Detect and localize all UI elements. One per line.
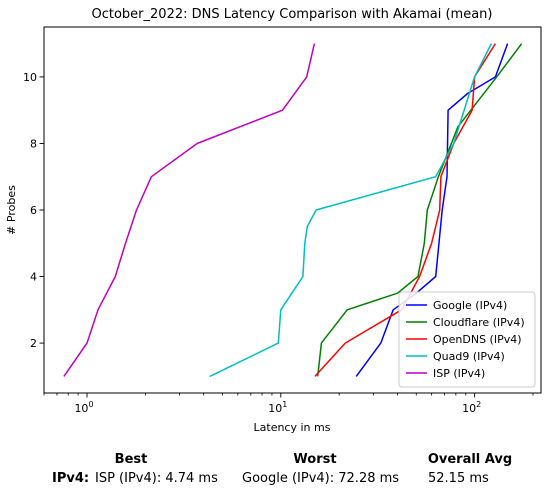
x-axis: 100 101 102 <box>43 393 534 415</box>
x-tick-label: 101 <box>268 400 287 415</box>
legend-label: OpenDNS (IPv4) <box>433 333 522 346</box>
summary-row-label: IPv4 <box>52 471 84 486</box>
series-line-quad9-ipv4 <box>209 43 493 378</box>
x-axis-label: Latency in ms <box>254 421 331 434</box>
y-tick-label: 2 <box>30 337 37 350</box>
y-tick-label: 6 <box>30 204 37 217</box>
y-tick-label: 4 <box>30 271 37 284</box>
summary-header-worst: Worst <box>293 452 337 467</box>
y-tick-label: 10 <box>23 71 37 84</box>
series-line-cloudflare-ipv4 <box>316 43 523 377</box>
series-line-isp-ipv4 <box>63 43 316 377</box>
summary-row: IPv4: ISP (IPv4): 4.74 ms Google (IPv4):… <box>52 471 492 491</box>
y-axis-label: # Probes <box>5 185 18 235</box>
y-tick-label: 8 <box>30 137 37 150</box>
legend-label: Cloudflare (IPv4) <box>433 316 525 329</box>
series-line-opendns-ipv4 <box>314 43 497 377</box>
legend-label: Quad9 (IPv4) <box>433 350 505 363</box>
legend: Google (IPv4) Cloudflare (IPv4) OpenDNS (I… <box>398 291 536 388</box>
chart-svg: October_2022: DNS Latency Comparison wit… <box>5 7 542 434</box>
y-axis: 2 4 6 8 10 <box>23 71 44 350</box>
series-line-google-ipv4 <box>355 43 509 377</box>
series-layer <box>63 43 523 378</box>
summary-row-colon: : <box>83 471 90 486</box>
x-tick-label: 102 <box>462 400 481 415</box>
summary-header-overall-avg: Overall Avg <box>427 452 513 467</box>
legend-label: Google (IPv4) <box>433 299 507 312</box>
legend-label: ISP (IPv4) <box>433 367 485 380</box>
x-tick-label: 100 <box>74 400 93 415</box>
summary-header-best: Best <box>114 452 148 467</box>
chart-title: October_2022: DNS Latency Comparison wit… <box>92 7 493 22</box>
summary-overall-avg-value: 52.15 ms <box>428 471 489 486</box>
summary-worst-value: Google (IPv4): 72.28 ms <box>242 471 400 486</box>
legend-frame <box>398 291 536 388</box>
summary-best-value: ISP (IPv4): 4.74 ms <box>95 471 218 486</box>
